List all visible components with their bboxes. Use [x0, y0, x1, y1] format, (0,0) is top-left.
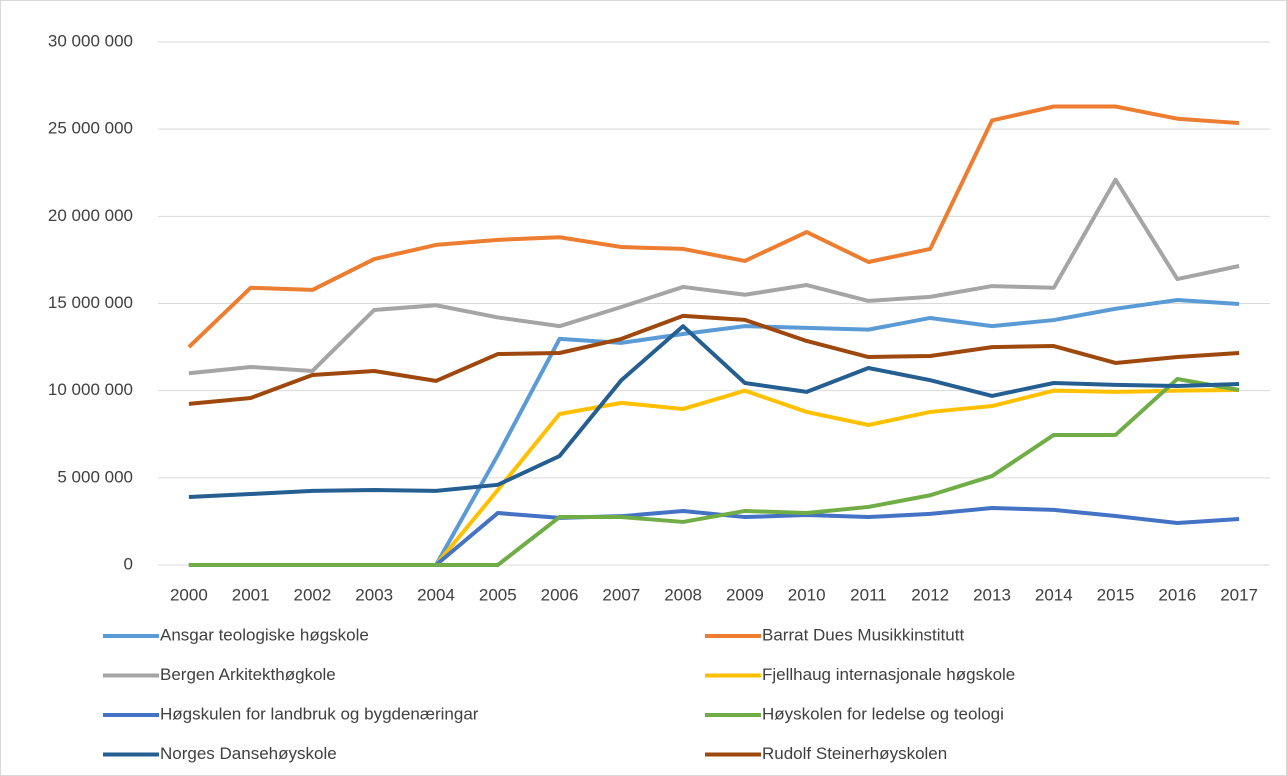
- legend-label: Barrat Dues Musikkinstitutt: [762, 625, 964, 644]
- x-tick-label: 2001: [232, 585, 270, 604]
- y-tick-label: 30 000 000: [48, 31, 133, 50]
- y-tick-label: 10 000 000: [48, 380, 133, 399]
- y-tick-label: 25 000 000: [48, 119, 133, 138]
- x-tick-label: 2014: [1035, 585, 1073, 604]
- legend-label: Norges Dansehøyskole: [160, 744, 337, 763]
- series-line: [188, 177, 1240, 376]
- y-tick-label: 5 000 000: [57, 467, 133, 486]
- x-tick-label: 2005: [479, 585, 517, 604]
- x-tick-label: 2004: [417, 585, 455, 604]
- y-tick-label: 20 000 000: [48, 206, 133, 225]
- legend-label: Rudolf Steinerhøyskolen: [762, 744, 947, 763]
- x-tick-label: 2010: [788, 585, 826, 604]
- x-tick-label: 2009: [726, 585, 764, 604]
- y-tick-label: 15 000 000: [48, 293, 133, 312]
- series-line: [188, 313, 1240, 406]
- x-tick-label: 2003: [355, 585, 393, 604]
- legend-label: Ansgar teologiske høgskole: [160, 625, 369, 644]
- x-tick-label: 2013: [973, 585, 1011, 604]
- x-tick-label: 2011: [850, 585, 887, 604]
- x-tick-label: 2007: [602, 585, 640, 604]
- x-tick-label: 2002: [294, 585, 332, 604]
- x-tick-label: 2006: [541, 585, 579, 604]
- x-tick-label: 2008: [664, 585, 702, 604]
- series-line: [187, 104, 1240, 349]
- x-tick-label: 2012: [911, 585, 949, 604]
- x-tick-label: 2016: [1158, 585, 1196, 604]
- series-line: [188, 376, 1240, 567]
- y-tick-label: 0: [124, 554, 133, 573]
- series-line: [188, 324, 1240, 500]
- legend-label: Høyskolen for ledelse og teologi: [762, 704, 1004, 723]
- x-tick-label: 2000: [170, 585, 208, 604]
- legend-label: Bergen Arkitekthøgkole: [160, 665, 336, 684]
- x-tick-label: 2015: [1097, 585, 1135, 604]
- legend-label: Fjellhaug internasjonale høgskole: [762, 665, 1015, 684]
- x-tick-label: 2017: [1220, 585, 1258, 604]
- legend-label: Høgskulen for landbruk og bygdenæringar: [160, 704, 479, 723]
